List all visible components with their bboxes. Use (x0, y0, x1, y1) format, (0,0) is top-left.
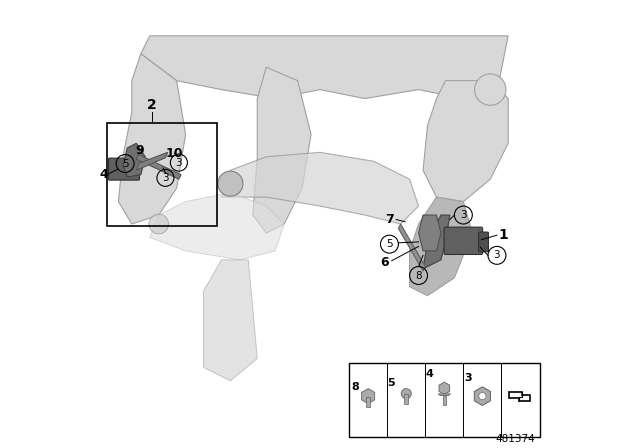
Polygon shape (141, 36, 508, 99)
Text: 2: 2 (147, 98, 157, 112)
Text: 9: 9 (136, 143, 144, 157)
Text: 6: 6 (381, 255, 389, 269)
Bar (349, 363, 540, 437)
Polygon shape (439, 382, 450, 395)
Text: 3: 3 (162, 173, 169, 183)
Polygon shape (474, 387, 490, 405)
Circle shape (218, 171, 243, 196)
Bar (366, 397, 370, 407)
Polygon shape (423, 215, 450, 269)
Polygon shape (362, 388, 374, 404)
Polygon shape (221, 152, 419, 224)
Polygon shape (410, 197, 472, 296)
Bar (404, 394, 408, 404)
Text: 8: 8 (351, 382, 358, 392)
Text: 3: 3 (464, 373, 472, 383)
Polygon shape (136, 155, 181, 179)
Text: 4: 4 (100, 168, 108, 181)
Circle shape (474, 74, 506, 105)
Text: 5: 5 (122, 159, 129, 168)
Text: 3: 3 (493, 250, 500, 260)
Polygon shape (253, 67, 311, 233)
Polygon shape (438, 394, 451, 396)
Polygon shape (419, 215, 441, 251)
Circle shape (149, 214, 168, 234)
FancyBboxPatch shape (109, 158, 140, 180)
Text: 5: 5 (387, 378, 395, 388)
Text: 10: 10 (166, 146, 183, 160)
Text: 5: 5 (386, 239, 393, 249)
Text: 4: 4 (425, 369, 433, 379)
Polygon shape (118, 54, 186, 224)
Bar (108, 123, 217, 226)
Polygon shape (204, 260, 257, 381)
Text: 7: 7 (385, 213, 394, 226)
Bar (443, 396, 446, 405)
FancyBboxPatch shape (479, 232, 488, 252)
Circle shape (479, 392, 486, 400)
Text: 8: 8 (415, 271, 422, 280)
Text: 481374: 481374 (495, 434, 535, 444)
Polygon shape (123, 143, 145, 177)
Polygon shape (423, 81, 508, 202)
Polygon shape (150, 193, 284, 260)
Text: 3: 3 (460, 210, 467, 220)
Circle shape (401, 388, 412, 399)
Polygon shape (136, 152, 168, 170)
Text: 1: 1 (499, 228, 509, 242)
FancyBboxPatch shape (444, 227, 483, 254)
Polygon shape (398, 224, 425, 271)
Text: 3: 3 (175, 158, 182, 168)
